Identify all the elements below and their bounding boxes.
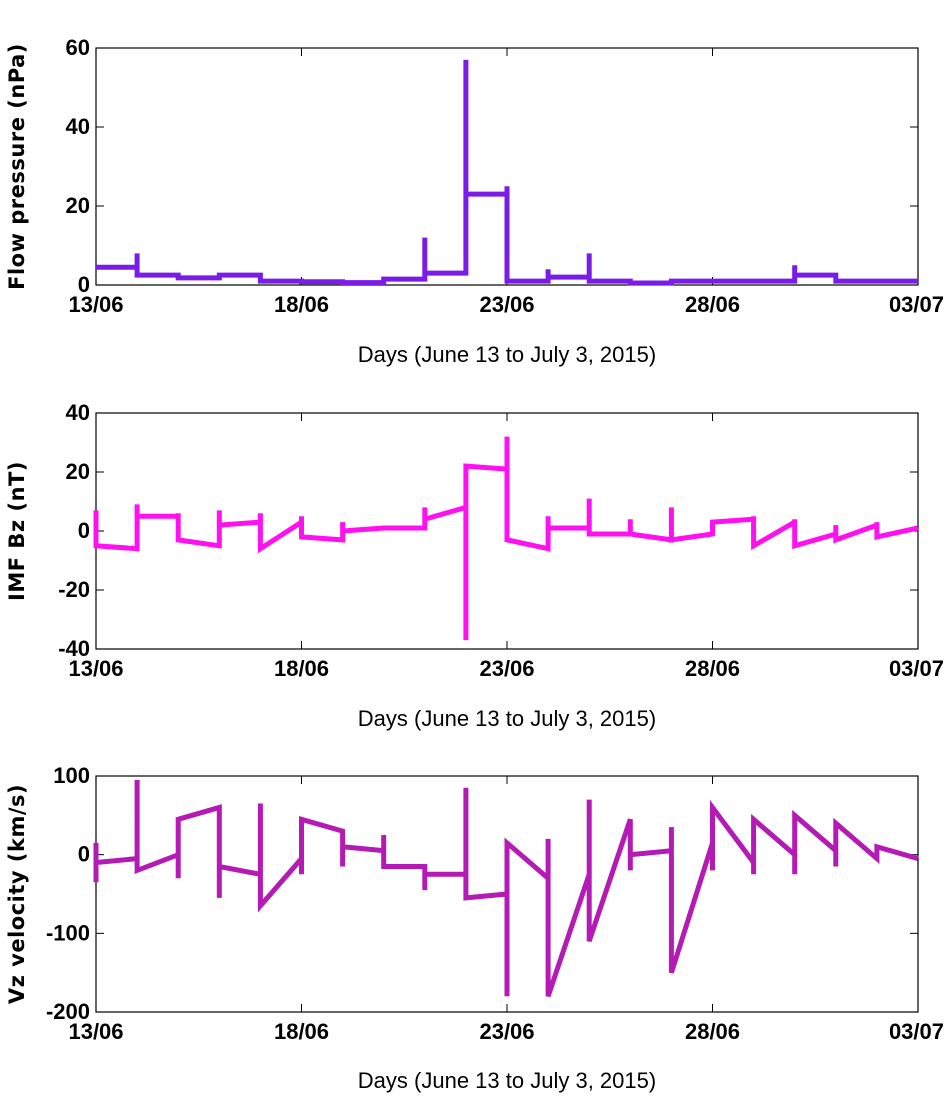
flow-pressure-y-tick-label: 40 [66, 114, 90, 139]
vz-velocity-x-tick-label: 23/06 [479, 1019, 534, 1044]
flow-pressure-x-tick-label: 13/06 [68, 292, 123, 317]
panel-imf-bz: -40 -20 0 20 40 13/06 18/06 23/06 28/06 03/07 Days… [5, 400, 944, 731]
vz-velocity-y-tick-label: -100 [46, 920, 90, 945]
flow-pressure-y-tick-label: 60 [66, 35, 90, 60]
imf-bz-y-tick-label: 0 [78, 518, 90, 543]
vz-velocity-x-tick-label: 18/06 [274, 1019, 329, 1044]
flow-pressure-x-tick-label: 28/06 [685, 292, 740, 317]
vz-velocity-y-tick-label: 0 [78, 842, 90, 867]
vz-velocity-y-axis-title: Vz velocity (km/s) [5, 784, 29, 1004]
vz-velocity-y-tick-label: 100 [53, 763, 90, 788]
flow-pressure-y-axis-title: Flow pressure (nPa) [5, 43, 29, 290]
flow-pressure-y-tick-label: 20 [66, 193, 90, 218]
flow-pressure-series-line [96, 59, 918, 286]
panel-flow-pressure: 0 20 40 60 13/06 18/06 23/06 28/06 03/07 Days (Ju… [5, 35, 944, 367]
flow-pressure-x-tick-label: 03/07 [889, 292, 944, 317]
imf-bz-x-tick-label: 18/06 [274, 656, 329, 681]
vz-velocity-x-axis-title: Days (June 13 to July 3, 2015) [358, 1068, 656, 1093]
flow-pressure-x-tick-label: 18/06 [274, 292, 329, 317]
imf-bz-y-tick-label: -40 [58, 636, 90, 661]
vz-velocity-x-tick-label: 03/07 [889, 1019, 944, 1044]
imf-bz-x-axis-title: Days (June 13 to July 3, 2015) [358, 706, 656, 731]
imf-bz-x-tick-label: 28/06 [685, 656, 740, 681]
flow-pressure-x-tick-label: 23/06 [479, 292, 534, 317]
imf-bz-y-axis-title: IMF Bz (nT) [5, 461, 29, 601]
imf-bz-y-tick-label: 40 [66, 400, 90, 425]
flow-pressure-x-axis-title: Days (June 13 to July 3, 2015) [358, 342, 656, 367]
imf-bz-y-tick-label: -20 [58, 577, 90, 602]
imf-bz-x-tick-label: 03/07 [889, 656, 944, 681]
imf-bz-x-tick-label: 23/06 [479, 656, 534, 681]
vz-velocity-series-line [93, 779, 919, 998]
vz-velocity-x-tick-label: 13/06 [68, 1019, 123, 1044]
imf-bz-y-tick-label: 20 [66, 459, 90, 484]
imf-bz-series-line [93, 436, 919, 641]
vz-velocity-y-tick-label: -200 [46, 999, 90, 1024]
vz-velocity-x-tick-label: 28/06 [685, 1019, 740, 1044]
flow-pressure-y-tick-label: 0 [78, 272, 90, 297]
imf-bz-x-tick-label: 13/06 [68, 656, 123, 681]
panel-vz-velocity: -200 -100 0 100 13/06 18/06 23/06 28/06 03/07 Day… [5, 763, 944, 1093]
